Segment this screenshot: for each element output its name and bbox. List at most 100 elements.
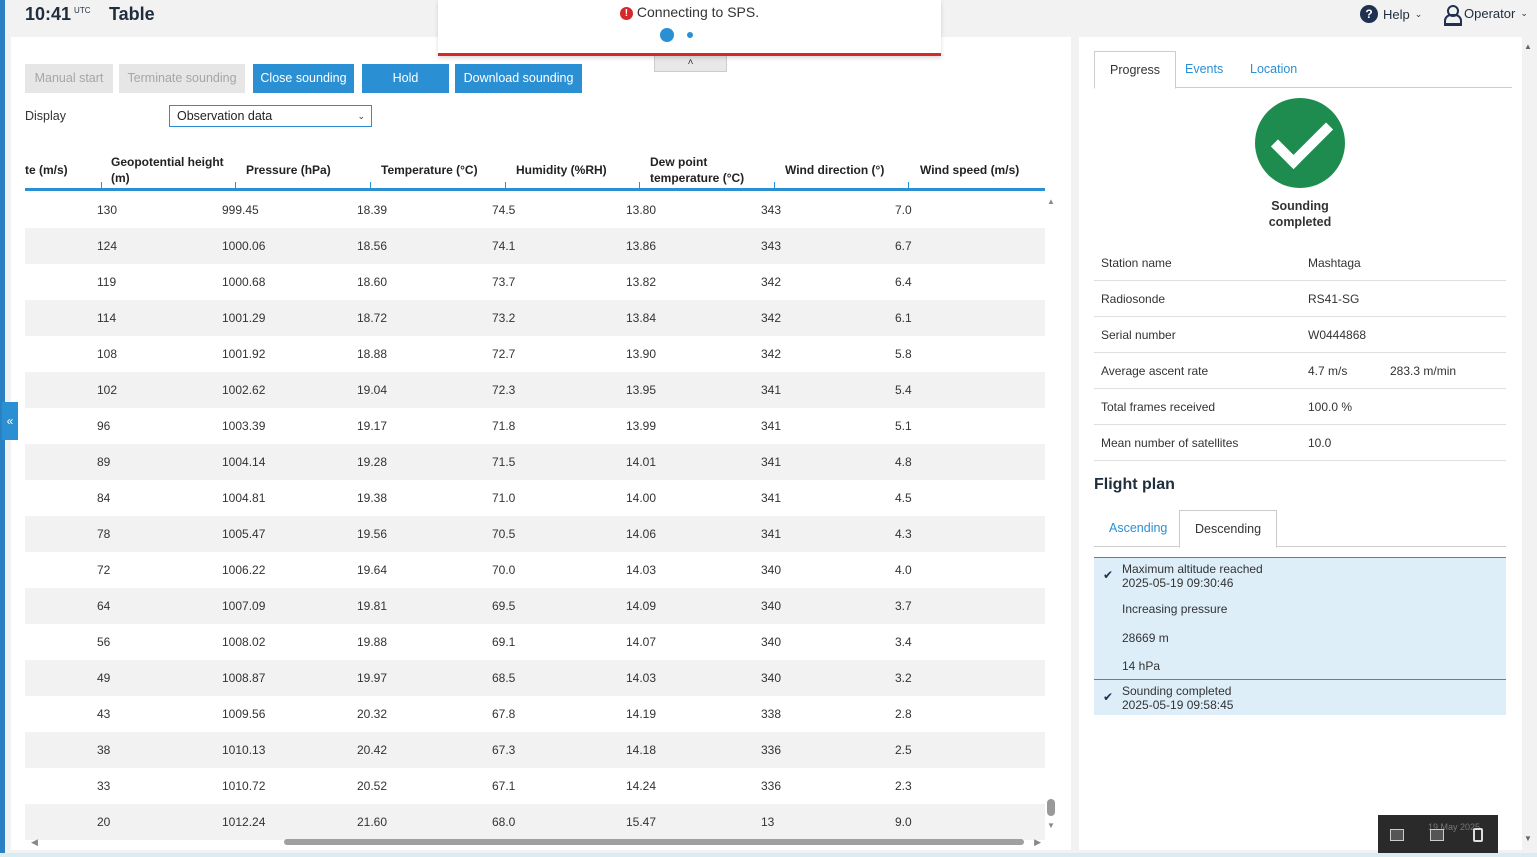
panel-tabs: Progress Events Location [1094,51,1512,89]
column-resizer[interactable] [505,182,506,190]
table-cell: 13.99 [626,419,657,433]
document-icon[interactable] [1473,828,1483,842]
table-cell: 73.2 [492,311,516,325]
column-header[interactable]: Humidity (%RH) [516,163,607,177]
table-row[interactable]: 119 1000.68 18.60 73.7 13.82 342 6.4 [25,264,1045,300]
table-row[interactable]: 84 1004.81 19.38 71.0 14.00 341 4.5 [25,480,1045,516]
column-resizer[interactable] [235,182,236,190]
table-cell: 20.42 [357,743,388,757]
table-row[interactable]: 89 1004.14 19.28 71.5 14.01 341 4.8 [25,444,1045,480]
scroll-down-icon[interactable]: ▼ [1047,821,1055,830]
column-header[interactable]: Wind direction (°) [785,163,885,177]
tab-descending[interactable]: Descending [1179,510,1278,548]
scroll-right-icon[interactable]: ▶ [1034,837,1041,847]
table-cell: 1003.39 [222,419,266,433]
table-row[interactable]: 72 1006.22 19.64 70.0 14.03 340 4.0 [25,552,1045,588]
table-cell: 74.1 [492,239,516,253]
flight-step: ✔ Sounding completed 2025-05-19 09:58:45 [1094,679,1506,715]
scroll-up-icon[interactable]: ▲ [1524,42,1532,51]
table-row[interactable]: 130 999.45 18.39 74.5 13.80 343 7.0 [25,192,1045,228]
table-row[interactable]: 64 1007.09 19.81 69.5 14.09 340 3.7 [25,588,1045,624]
table-cell: 14.19 [626,707,657,721]
column-header[interactable]: Dew point temperature (°C) [650,155,745,185]
column-resizer[interactable] [908,182,909,190]
table-row[interactable]: 78 1005.47 19.56 70.5 14.06 341 4.3 [25,516,1045,552]
main-panel: Manual start Terminate sounding Close so… [11,37,1071,850]
table-cell: 340 [761,563,782,577]
table-row[interactable]: 108 1001.92 18.88 72.7 13.90 342 5.8 [25,336,1045,372]
vertical-scrollbar-thumb[interactable] [1047,799,1055,816]
table-row[interactable]: 38 1010.13 20.42 67.3 14.18 336 2.5 [25,732,1045,768]
step-time: 2025-05-19 09:30:46 [1122,576,1234,590]
display-select[interactable]: Observation data ⌄ [169,105,372,127]
table-cell: 13 [761,815,775,829]
table-cell: 2.8 [895,707,912,721]
info-value: 4.7 m/s [1308,364,1348,378]
step-title: Sounding completed [1122,684,1232,698]
table-cell: 14.18 [626,743,657,757]
table-cell: 13.95 [626,383,657,397]
column-header[interactable]: Temperature (°C) [381,163,478,177]
hold-button[interactable]: Hold [362,64,449,93]
column-header[interactable]: Wind speed (m/s) [920,163,1020,177]
table-cell: 343 [761,239,782,253]
collapse-notification-button[interactable]: ˄ [654,56,727,72]
tab-progress[interactable]: Progress [1094,51,1177,89]
tab-location[interactable]: Location [1250,62,1298,76]
table-cell: 67.3 [492,743,516,757]
scroll-up-icon[interactable]: ▲ [1047,197,1055,206]
table-row[interactable]: 96 1003.39 19.17 71.8 13.99 341 5.1 [25,408,1045,444]
horizontal-scrollbar-thumb[interactable] [284,839,1024,845]
table-cell: 74.5 [492,203,516,217]
table-row[interactable]: 33 1010.72 20.52 67.1 14.24 336 2.3 [25,768,1045,804]
manual-start-button[interactable]: Manual start [25,64,113,93]
column-header[interactable]: te (m/s) [25,163,68,177]
table-row[interactable]: 20 1012.24 21.60 68.0 15.47 13 9.0 [25,804,1045,840]
user-menu[interactable]: Operator ⌄ [1443,5,1528,26]
column-header[interactable]: Pressure (hPa) [246,163,331,177]
progress-panel: Progress Events Location Sounding comple… [1079,37,1522,850]
column-resizer[interactable] [774,182,775,190]
user-icon [1443,5,1462,26]
table-cell: 5.1 [895,419,912,433]
chevron-down-icon: ⌄ [357,111,365,121]
table-row[interactable]: 49 1008.87 19.97 68.5 14.03 340 3.2 [25,660,1045,696]
table-row[interactable]: 124 1000.06 18.56 74.1 13.86 343 6.7 [25,228,1045,264]
table-cell: 69.1 [492,635,516,649]
info-label: Mean number of satellites [1101,436,1239,450]
scroll-down-icon[interactable]: ▼ [1524,834,1532,843]
terminate-sounding-button[interactable]: Terminate sounding [119,64,245,93]
table-cell: 1010.13 [222,743,266,757]
table-body: 130 999.45 18.39 74.5 13.80 343 7.0 124 1000.06 1… [25,192,1045,840]
table-cell: 15.47 [626,815,657,829]
info-value: W0444868 [1308,328,1367,342]
table-cell: 71.8 [492,419,516,433]
info-label: Serial number [1101,328,1176,342]
tab-events[interactable]: Events [1185,62,1224,76]
table-cell: 14.09 [626,599,657,613]
download-sounding-button[interactable]: Download sounding [455,64,582,93]
app-window-icon[interactable] [1430,829,1444,841]
table-cell: 72.7 [492,347,516,361]
table-cell: 19.28 [357,455,388,469]
table-row[interactable]: 56 1008.02 19.88 69.1 14.07 340 3.4 [25,624,1045,660]
table-cell: 341 [761,383,782,397]
help-menu[interactable]: ? Help ⌄ [1360,5,1422,23]
table-row[interactable]: 102 1002.62 19.04 72.3 13.95 341 5.4 [25,372,1045,408]
horizontal-scrollbar[interactable]: ◀ ▶ [31,837,1041,847]
column-resizer[interactable] [370,182,371,190]
side-panel-toggle[interactable]: « [2,402,18,440]
table-row[interactable]: 43 1009.56 20.32 67.8 14.19 338 2.8 [25,696,1045,732]
table-row[interactable]: 114 1001.29 18.72 73.2 13.84 342 6.1 [25,300,1045,336]
app-window-icon[interactable] [1390,829,1404,841]
tab-ascending[interactable]: Ascending [1109,521,1168,535]
table-cell: 18.39 [357,203,388,217]
column-resizer[interactable] [101,182,102,190]
scroll-left-icon[interactable]: ◀ [31,837,38,847]
bottom-bar [0,853,1537,857]
close-sounding-button[interactable]: Close sounding [253,64,354,93]
column-header[interactable]: Geopotential height (m) [111,155,224,185]
info-row-station: Station name Mashtaga [1094,245,1506,281]
sounding-status: Sounding completed [1268,199,1332,229]
column-resizer[interactable] [639,182,640,190]
